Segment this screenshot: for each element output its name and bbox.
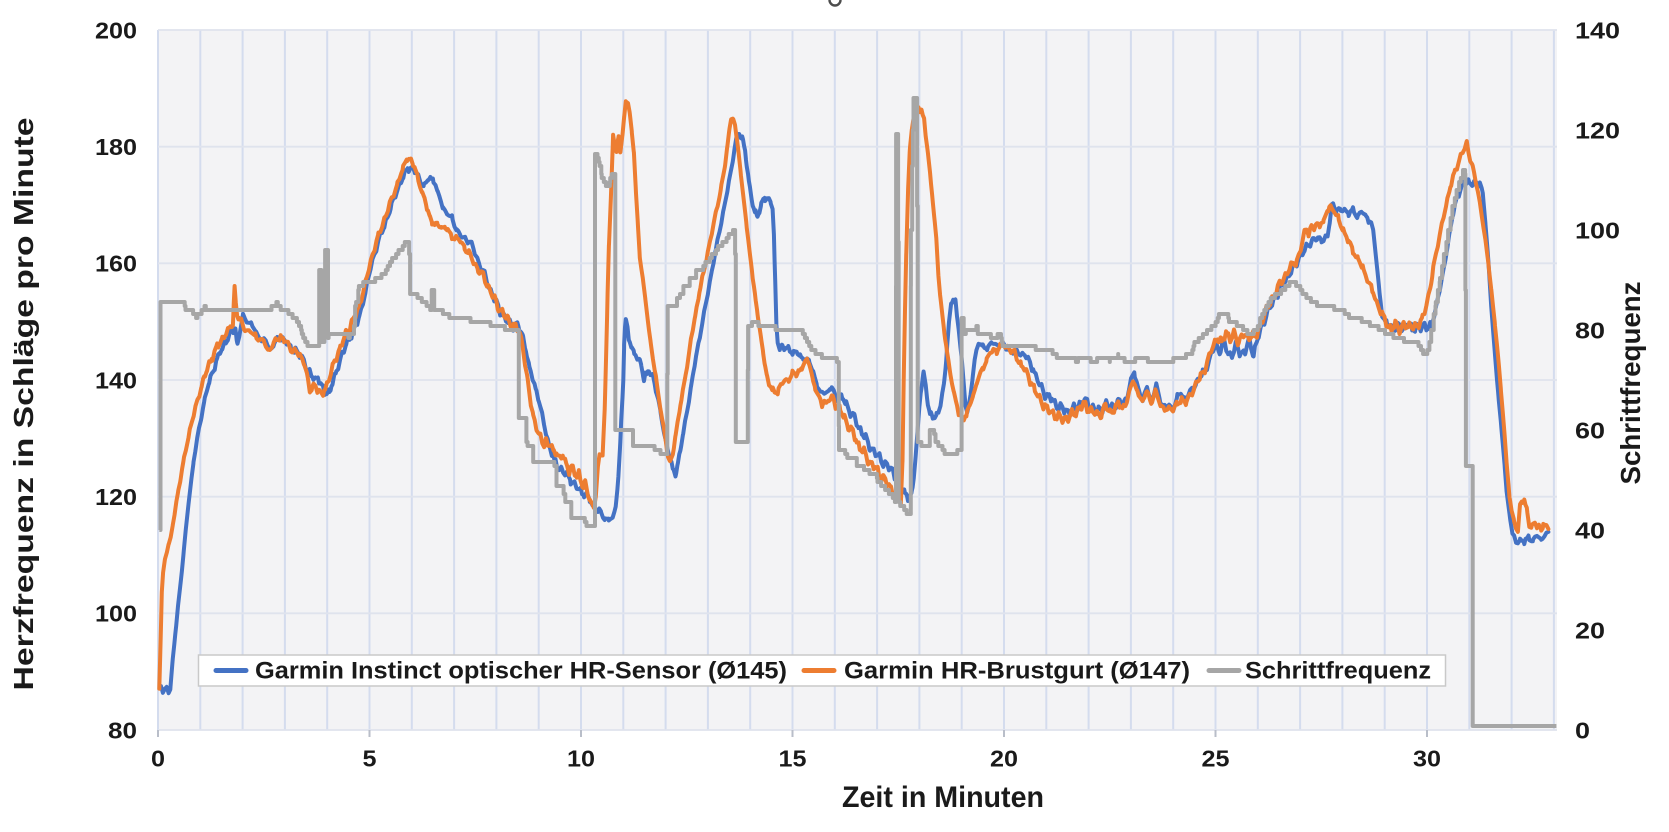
svg-text:180: 180: [95, 134, 137, 160]
svg-text:140: 140: [1575, 17, 1620, 43]
svg-text:5: 5: [363, 746, 377, 772]
svg-text:100: 100: [95, 601, 137, 627]
svg-text:15: 15: [779, 746, 807, 772]
svg-text:Herzfrequenz in Schläge pro Mi: Herzfrequenz in Schläge pro Minute: [8, 118, 39, 691]
svg-text:Schrittfrequenz: Schrittfrequenz: [1615, 282, 1646, 485]
svg-text:200: 200: [95, 17, 137, 43]
svg-text:0: 0: [151, 746, 165, 772]
svg-text:100: 100: [1575, 217, 1620, 243]
svg-text:Garmin HR-Brustgurt (Ø147): Garmin HR-Brustgurt (Ø147): [844, 658, 1190, 685]
svg-text:140: 140: [95, 367, 137, 393]
svg-text:120: 120: [95, 484, 137, 510]
svg-text:0: 0: [1575, 717, 1590, 743]
svg-text:40: 40: [1575, 517, 1605, 543]
svg-text:Garmin Instinct optischer HR-S: Garmin Instinct optischer HR-Sensor (Ø14…: [255, 658, 787, 685]
svg-text:30: 30: [1413, 746, 1441, 772]
svg-text:120: 120: [1575, 117, 1620, 143]
svg-text:160: 160: [95, 251, 137, 277]
svg-text:80: 80: [108, 717, 137, 743]
svg-text:10: 10: [567, 746, 595, 772]
svg-text:60: 60: [1575, 417, 1605, 443]
svg-text:20: 20: [1575, 617, 1605, 643]
svg-text:Zeit in Minuten: Zeit in Minuten: [842, 781, 1044, 814]
svg-text:80: 80: [1575, 317, 1605, 343]
svg-text:Schrittfrequenz: Schrittfrequenz: [1245, 658, 1431, 685]
svg-text:25: 25: [1202, 746, 1230, 772]
svg-text:20: 20: [990, 746, 1018, 772]
